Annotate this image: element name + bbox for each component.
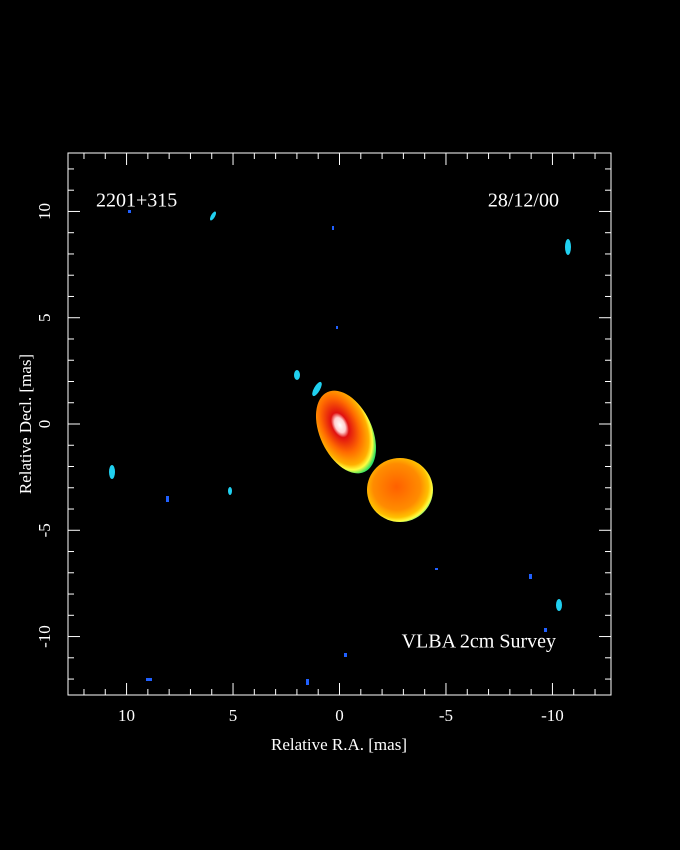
y-axis-label: Relative Decl. [mas] bbox=[16, 354, 35, 494]
x-tick-label: 10 bbox=[118, 706, 135, 725]
source-name: 2201+315 bbox=[96, 190, 177, 212]
faint-specks bbox=[128, 210, 547, 685]
x-tick-label: -5 bbox=[439, 706, 453, 725]
emission-image bbox=[109, 210, 571, 685]
x-tick-label: -10 bbox=[541, 706, 564, 725]
y-tick-label: 5 bbox=[35, 313, 54, 322]
y-tick-label: 0 bbox=[35, 420, 54, 429]
axes: 10 5 0 -5 -10 -10 -5 0 5 10 bbox=[35, 153, 611, 725]
core-component bbox=[315, 390, 377, 474]
jet-component bbox=[367, 458, 433, 522]
x-axis-label: Relative R.A. [mas] bbox=[271, 735, 407, 754]
y-tick-label: 10 bbox=[35, 203, 54, 220]
y-tick-label: -5 bbox=[35, 523, 54, 537]
y-tick-label: -10 bbox=[35, 625, 54, 648]
survey-label: VLBA 2cm Survey bbox=[402, 631, 556, 653]
x-tick-label: 0 bbox=[335, 706, 344, 725]
observation-date: 28/12/00 bbox=[488, 190, 559, 212]
noise-specks bbox=[109, 211, 571, 611]
x-tick-label: 5 bbox=[229, 706, 238, 725]
